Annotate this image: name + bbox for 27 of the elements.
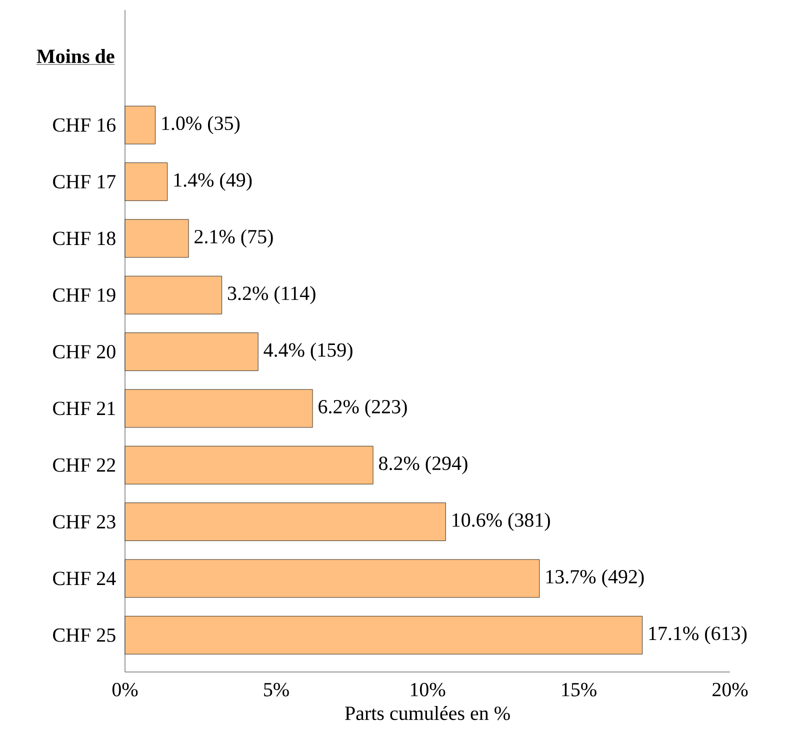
data-label: 17.1% (613) (649, 626, 747, 644)
y-tick-label: CHF 20 (53, 345, 116, 359)
y-tick-label: CHF 16 (53, 118, 116, 132)
y-tick-label: CHF 23 (53, 515, 116, 529)
x-tick-label: 20% (712, 682, 748, 696)
data-label: 10.6% (381) (452, 512, 550, 531)
data-label: 1.4% (49) (174, 172, 252, 191)
x-tick-label: 5% (264, 682, 289, 696)
data-label: 6.2% (223) (318, 399, 407, 418)
y-tick-label: CHF 21 (53, 402, 115, 416)
y-tick-label: CHF 24 (53, 572, 116, 586)
data-label: 4.4% (159) (264, 342, 352, 361)
data-label: 1.0% (35) (162, 116, 240, 134)
x-tick-label: 15% (562, 682, 596, 696)
data-label: 3.2% (114) (228, 286, 316, 304)
y-tick-label: CHF 19 (53, 288, 116, 302)
x-tick-label: 10% (410, 682, 446, 696)
data-label: 13.7% (492) (546, 569, 644, 588)
data-label: 2.1% (75) (194, 229, 273, 248)
y-tick-label: CHF 18 (53, 232, 116, 246)
data-label: 8.2% (294) (379, 456, 468, 474)
x-tick-label: 0% (112, 682, 138, 696)
y-axis-title: Moins de (36, 49, 114, 64)
x-axis-title: Parts cumulées en % (345, 706, 510, 720)
y-tick-label: CHF 22 (53, 458, 116, 472)
y-tick-label: CHF 17 (53, 174, 116, 188)
y-tick-label: CHF 25 (53, 628, 116, 642)
